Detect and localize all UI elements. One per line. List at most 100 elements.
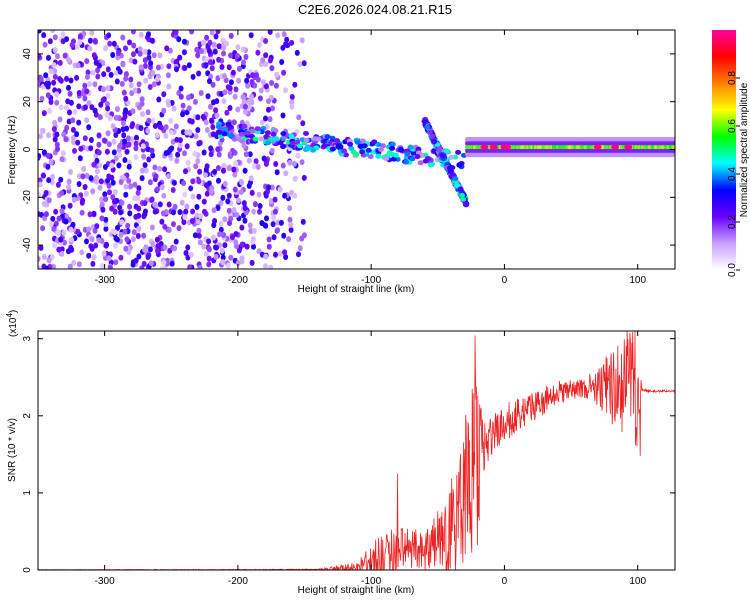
spectrogram-cell [67, 202, 73, 209]
spectrogram-cell [146, 49, 152, 56]
spectrogram-cell [174, 157, 180, 164]
spectrogram-cell [211, 234, 217, 241]
spectrogram-cell [107, 115, 113, 122]
spectrogram-cell [38, 154, 41, 161]
spectrogram-cell [261, 79, 266, 86]
spectrogram-cell [96, 237, 102, 244]
spectrogram-cell [112, 229, 118, 236]
spectrogram-cell [265, 140, 272, 146]
spectrogram-cell [196, 178, 202, 185]
spectrogram-cell [90, 260, 96, 267]
spectrogram-cell [135, 233, 141, 239]
spectrogram-cell [50, 30, 56, 34]
spectrogram-cell [91, 210, 97, 217]
spectrogram-cell [122, 138, 128, 145]
spectrogram-cell [157, 52, 163, 59]
spectrogram-cell [341, 148, 348, 154]
spectrogram-cell [215, 205, 221, 211]
spectrogram-cell [142, 162, 148, 169]
spectrogram-cell [208, 59, 213, 66]
spectrogram-cell [84, 172, 90, 179]
spectrogram-cell [52, 119, 58, 126]
spectrogram-cell [281, 31, 287, 38]
spectrogram-cell [139, 175, 145, 182]
spectrogram-cell [424, 124, 431, 130]
spectrogram-cell [88, 145, 94, 152]
spectrogram-cell [89, 245, 95, 252]
spectrogram-cell [239, 258, 245, 265]
spectrogram-cell [71, 259, 77, 266]
spectrogram-cell [173, 238, 179, 245]
spectrogram-cell [66, 184, 72, 190]
spectrogram-cell [67, 109, 72, 116]
spectrogram-cell [48, 221, 54, 227]
spectrogram-cell [138, 64, 144, 71]
spectrogram-cell [292, 175, 298, 182]
spectrogram-cell [48, 159, 54, 166]
spectrogram-cell [213, 107, 219, 114]
colorbar-tick-label: 0.8 [727, 71, 738, 85]
spectrogram-cell [173, 59, 179, 66]
spectrogram-cell [59, 156, 65, 163]
spectrogram-cell [70, 139, 76, 145]
spectrogram-cell [186, 62, 192, 69]
spectrogram-cell [121, 89, 127, 96]
spectrogram-cell [100, 206, 106, 213]
spectrogram-cell [79, 209, 85, 216]
spectrogram-cell [303, 137, 310, 143]
spectrogram-cell [204, 182, 209, 189]
spectrogram-cell [47, 38, 53, 45]
spectrogram-cell [231, 166, 237, 173]
spectrogram-cell [133, 140, 139, 147]
spectrogram-cell [204, 127, 210, 133]
spectrogram-cell [236, 77, 242, 84]
spectrogram-cell [101, 137, 107, 144]
spectrogram-cell [274, 71, 280, 78]
spectrogram-cell [136, 205, 142, 212]
spectrogram-cell [152, 123, 158, 129]
spectrogram-cell [347, 141, 354, 147]
spectrogram-heatmap [38, 30, 675, 269]
spectrogram-cell [169, 129, 174, 136]
spectrogram-cell [105, 105, 111, 112]
spectrogram-cell [51, 225, 57, 232]
spectrogram-cell [171, 179, 177, 186]
spectrogram-cell [47, 107, 53, 114]
spectrogram-cell [221, 232, 227, 238]
spectrogram-cell [46, 54, 51, 61]
spectrogram-cell [611, 144, 619, 150]
spectrogram-cell [202, 171, 208, 178]
spectrogram-cell [264, 215, 269, 222]
spectrogram-cell [269, 80, 275, 86]
snr-x-tick-label: -100 [361, 576, 381, 587]
spectrogram-cell [157, 165, 163, 172]
spectrogram-cell [137, 50, 143, 57]
snr-panel: -300 -200 -100 0 100 0 1 2 3 Height of straight … [5, 310, 676, 596]
spectrogram-cell [152, 201, 158, 208]
spectrogram-cell [226, 165, 232, 172]
colorbar-tick-label: 0.6 [727, 119, 738, 133]
spectrogram-cell [76, 261, 82, 268]
spectrogram-cell [103, 242, 109, 249]
spectrogram-cell [301, 60, 307, 67]
spectrogram-cell [177, 209, 183, 216]
snr-y-scale-exponent: 4 [5, 313, 14, 318]
spectrogram-cell [116, 162, 122, 169]
spectrogram-cell [170, 187, 176, 193]
spectrogram-cell [113, 132, 119, 138]
spectrogram-cell [230, 234, 235, 241]
spectrogram-cell [204, 190, 210, 197]
spectrogram-cell [40, 127, 46, 134]
spectrogram-cell [118, 209, 124, 216]
spectrogram-cell [233, 231, 239, 237]
spectrogram-cell [292, 81, 298, 88]
spectrogram-cell [249, 128, 256, 134]
spectrogram-cell [431, 139, 438, 145]
spectrogram-cell [38, 53, 42, 60]
spectrogram-cell [132, 195, 138, 202]
spectrogram-cell [282, 192, 288, 199]
spectrogram-cell [131, 229, 137, 236]
spectrogram-cell [359, 149, 366, 155]
spectrogram-cell [62, 52, 68, 59]
spectrogram-cell [82, 135, 88, 142]
